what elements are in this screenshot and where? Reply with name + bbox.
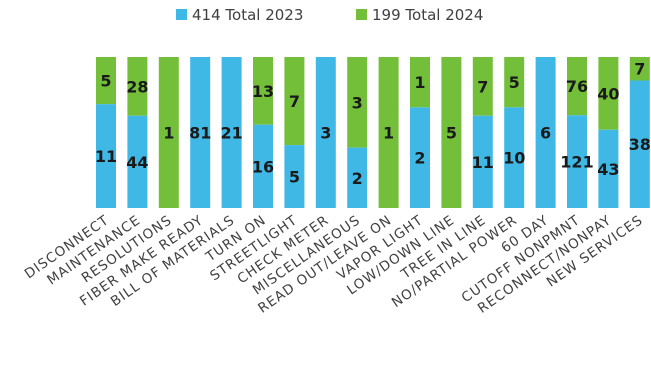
bar-2024-6 xyxy=(284,57,305,146)
bar-2023-12 xyxy=(472,115,493,208)
value-label-2023-13: 10 xyxy=(503,149,525,168)
value-label-2024-6: 7 xyxy=(289,92,300,111)
value-label-2023-3: 81 xyxy=(189,124,211,143)
value-label-2023-4: 21 xyxy=(220,124,242,143)
value-label-2023-0: 11 xyxy=(95,147,117,166)
bar-2023-10 xyxy=(410,107,430,208)
bar-group xyxy=(96,57,650,208)
value-label-2023-17: 38 xyxy=(629,135,651,154)
bar-2023-8 xyxy=(347,147,368,208)
value-label-2024-0: 5 xyxy=(100,72,111,91)
bar-2023-1 xyxy=(127,115,148,208)
value-label-2024-13: 5 xyxy=(509,73,520,92)
value-label-2023-5: 16 xyxy=(252,157,274,176)
value-label-2023-10: 2 xyxy=(414,149,425,168)
value-label-2023-6: 5 xyxy=(289,168,300,187)
bar-2024-17 xyxy=(629,57,650,81)
legend-2023-swatch xyxy=(176,9,187,20)
legend-2024-swatch xyxy=(356,9,367,20)
bar-2023-6 xyxy=(284,145,305,208)
value-label-2024-1: 28 xyxy=(126,77,148,96)
bar-2023-16 xyxy=(598,129,619,208)
bar-2023-17 xyxy=(629,80,650,208)
bar-2023-7 xyxy=(315,57,336,208)
value-label-2024-2: 1 xyxy=(163,124,174,143)
bar-2024-2 xyxy=(158,57,179,208)
bar-2024-16 xyxy=(598,57,619,130)
bar-2024-1 xyxy=(127,57,148,116)
value-label-2023-14: 6 xyxy=(540,124,551,143)
bar-2024-5 xyxy=(253,57,273,125)
value-label-2024-12: 7 xyxy=(477,77,488,96)
value-label-2024-10: 1 xyxy=(414,73,425,92)
value-label-2023-1: 44 xyxy=(126,153,148,172)
bar-2023-4 xyxy=(221,57,242,208)
bar-2023-13 xyxy=(504,107,525,208)
bar-2024-8 xyxy=(347,57,368,148)
bar-2024-11 xyxy=(441,57,462,208)
value-label-2024-17: 7 xyxy=(634,60,645,79)
bar-2024-10 xyxy=(410,57,430,108)
value-label-2023-12: 11 xyxy=(472,153,494,172)
value-label-2023-16: 43 xyxy=(597,160,619,179)
bar-2024-0 xyxy=(96,57,116,105)
value-label-2023-7: 3 xyxy=(320,124,331,143)
bar-2024-9 xyxy=(378,57,399,208)
bar-2024-12 xyxy=(472,57,493,116)
legend-2024-label: 199 Total 2024 xyxy=(372,6,483,24)
bar-2024-15 xyxy=(567,57,587,116)
bar-2023-14 xyxy=(535,57,556,208)
bar-2023-5 xyxy=(253,124,273,208)
legend-2023-label: 414 Total 2023 xyxy=(192,6,303,24)
value-label-2024-8: 3 xyxy=(352,93,363,112)
value-label-2024-16: 40 xyxy=(597,84,619,103)
chart-legend: 414 Total 2023 199 Total 2024 xyxy=(176,6,483,24)
bar-2023-0 xyxy=(96,104,116,208)
value-label-2023-15: 121 xyxy=(560,153,593,172)
value-label-2024-9: 1 xyxy=(383,124,394,143)
bar-2023-3 xyxy=(190,57,211,208)
value-label-2023-8: 2 xyxy=(352,169,363,188)
bar-2024-13 xyxy=(504,57,525,108)
value-label-2024-5: 13 xyxy=(252,82,274,101)
value-label-2024-11: 5 xyxy=(446,124,457,143)
value-label-2024-15: 76 xyxy=(566,77,588,96)
bar-2023-15 xyxy=(567,115,587,208)
